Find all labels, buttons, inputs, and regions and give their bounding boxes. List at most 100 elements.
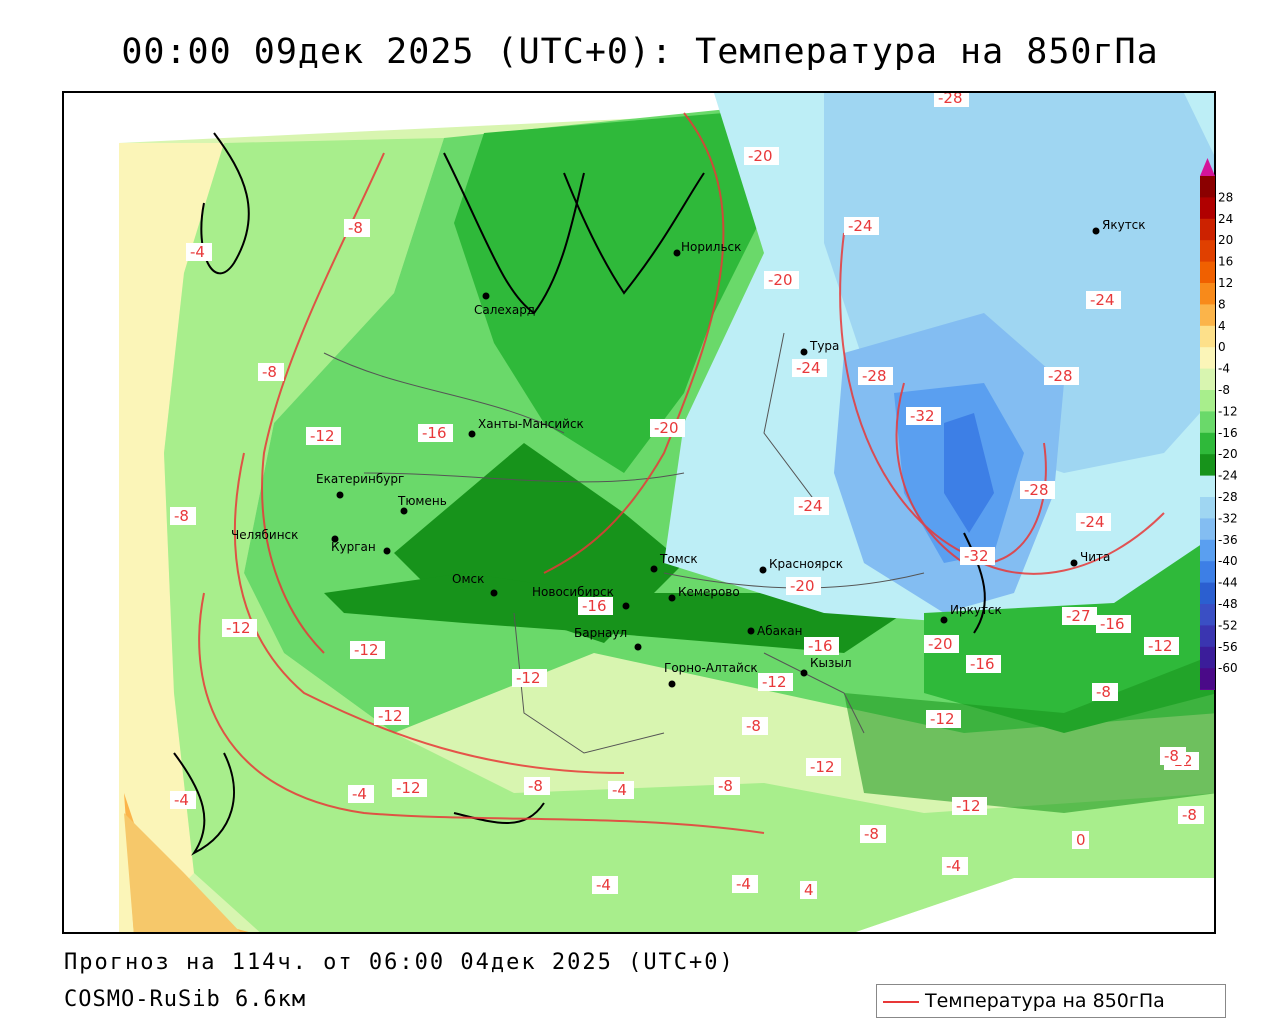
contour-label: -32: [964, 547, 989, 565]
city-dot[interactable]: [400, 507, 408, 515]
contour-label: -12: [762, 673, 787, 691]
city-dot[interactable]: [468, 430, 476, 438]
colorbar-swatch: [1200, 325, 1215, 348]
contour-label: -12: [378, 707, 403, 725]
map-title: 00:00 09дек 2025 (UTC+0): Температура на…: [121, 32, 1159, 72]
colorbar-tick-label: -52: [1218, 618, 1238, 632]
city-dot[interactable]: [800, 348, 808, 356]
colorbar-swatch: [1200, 176, 1215, 198]
colorbar-tick-label: 16: [1218, 255, 1233, 269]
colorbar-tick-label: 28: [1218, 190, 1233, 204]
contour-label: -12: [226, 619, 251, 637]
city-label: Новосибирск: [532, 585, 614, 599]
city-dot[interactable]: [383, 547, 391, 555]
city-dot[interactable]: [1070, 559, 1078, 567]
contour-label-box: [1178, 806, 1204, 824]
city-dot[interactable]: [673, 249, 681, 257]
city-label: Якутск: [1102, 218, 1146, 232]
contour-label: -8: [1182, 806, 1197, 824]
contour-label: -4: [612, 781, 627, 799]
forecast-info: Прогноз на 114ч. от 06:00 04дек 2025 (UT…: [64, 950, 735, 975]
colorbar-swatch: [1200, 368, 1215, 391]
contour-label: -16: [582, 597, 607, 615]
contour-label: -28: [1048, 367, 1073, 385]
map-panel[interactable]: Салехард Норильск Якутск Тура Ханты-Мансийск…: [62, 91, 1216, 934]
contour-label-box: [1092, 683, 1118, 701]
colorbar-swatch: [1200, 411, 1215, 434]
contour-label: -16: [970, 655, 995, 673]
city-dot[interactable]: [759, 566, 767, 574]
city-label: Тюмень: [397, 494, 447, 508]
contour-label: -20: [768, 271, 793, 289]
contour-label-box: [934, 93, 969, 107]
contour-label: -20: [654, 419, 679, 437]
contour-label-box: [952, 797, 987, 815]
contour-label-box: [1160, 747, 1186, 765]
colorbar-tick-label: -20: [1218, 447, 1238, 461]
contour-label: -24: [1090, 291, 1115, 309]
colorbar-tick-label: -4: [1218, 362, 1230, 376]
contour-label: -4: [736, 875, 751, 893]
contour-label-box: [794, 497, 829, 515]
colorbar-swatch: [1200, 582, 1215, 605]
contour-label-box: [742, 717, 768, 735]
contour-label-box: [374, 707, 409, 725]
colorbar-swatch: [1200, 432, 1215, 455]
contour-label: 0: [1076, 831, 1086, 849]
colorbar-tick-label: -12: [1218, 404, 1238, 418]
contour-label: -4: [596, 876, 611, 894]
colorbar-swatch: [1200, 218, 1215, 241]
colorbar-swatch: [1200, 539, 1215, 562]
contour-label-box: [966, 655, 1001, 673]
contour-label: -28: [862, 367, 887, 385]
city-dot[interactable]: [668, 680, 676, 688]
city-dot[interactable]: [482, 292, 490, 300]
colorbar-swatch: [1200, 646, 1215, 669]
city-dot[interactable]: [331, 535, 339, 543]
colorbar-swatch: [1200, 240, 1215, 263]
city-label: Челябинск: [231, 528, 298, 542]
temperature-map[interactable]: Салехард Норильск Якутск Тура Ханты-Мансийск…: [64, 93, 1216, 934]
city-dot[interactable]: [634, 643, 642, 651]
city-dot[interactable]: [1092, 227, 1100, 235]
colorbar-tick-label: 8: [1218, 297, 1226, 311]
city-dot[interactable]: [622, 602, 630, 610]
colorbar-top-arrow: [1200, 158, 1215, 176]
contour-label-box: [732, 875, 758, 893]
city-dot[interactable]: [800, 669, 808, 677]
contour-label: -4: [174, 791, 189, 809]
city-dot[interactable]: [490, 589, 498, 597]
city-dot[interactable]: [747, 627, 755, 635]
contour-label: -4: [352, 785, 367, 803]
city-dot[interactable]: [336, 491, 344, 499]
contour-label-box: [960, 547, 995, 565]
contour-label-box: [344, 219, 370, 237]
colorbar-swatch: [1200, 197, 1215, 220]
colorbar-tick-label: -36: [1218, 533, 1238, 547]
city-dot[interactable]: [668, 594, 676, 602]
contour-label: -8: [864, 825, 879, 843]
colorbar-swatch: [1200, 625, 1215, 648]
contour-label-box: [1062, 607, 1097, 625]
colorbar-tick-label: 0: [1218, 340, 1226, 354]
contour-label-box: [744, 147, 779, 165]
contour-label-box: [592, 876, 618, 894]
city-label: Красноярск: [769, 557, 843, 571]
city-dot[interactable]: [650, 565, 658, 573]
contour-label: -12: [354, 641, 379, 659]
contour-label-box: [186, 243, 212, 261]
contour-label: -20: [748, 147, 773, 165]
city-label: Кызыл: [810, 656, 852, 670]
contour-label-box: [170, 507, 196, 525]
contour-label-box: [1044, 367, 1079, 385]
city-dot[interactable]: [940, 616, 948, 624]
contour-label-box: [306, 427, 341, 445]
city-label: Тура: [809, 339, 839, 353]
contour-label: -16: [422, 424, 447, 442]
contour-label-box: [758, 673, 793, 691]
contour-label: -12: [396, 779, 421, 797]
colorbar-tick-label: 4: [1218, 319, 1226, 333]
contour-label: 4: [804, 881, 814, 899]
city-markers: Салехард Норильск Якутск Тура Ханты-Мансийск…: [231, 218, 1146, 688]
contour-label: -32: [910, 407, 935, 425]
